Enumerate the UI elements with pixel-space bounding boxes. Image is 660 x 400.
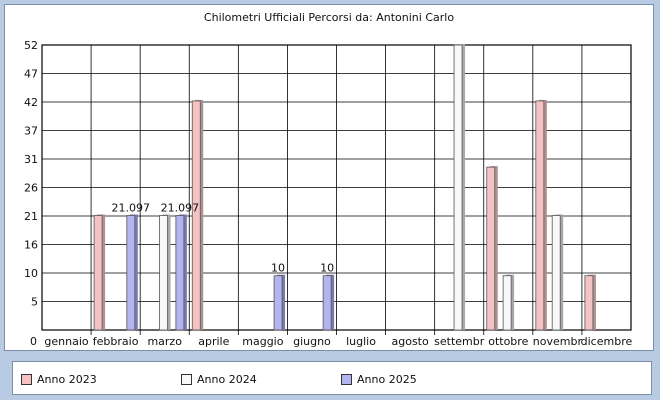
data-label: 10: [271, 262, 285, 275]
x-tick-label: marzo: [147, 335, 182, 348]
legend-item: Anno 2023: [21, 371, 97, 387]
bar: [584, 274, 596, 331]
bar-face: [93, 215, 103, 331]
x-tick-label: dicembre: [581, 335, 633, 348]
bar: [175, 214, 187, 331]
y-tick-label: 21: [24, 210, 38, 223]
y-tick-label: 5: [31, 296, 38, 309]
y-tick-label: 47: [24, 68, 38, 81]
legend: Anno 2023 Anno 2024 Anno 2025: [12, 361, 652, 395]
bar-face: [584, 275, 594, 331]
chart-title: Chilometri Ufficiali Percorsi da: Antoni…: [204, 11, 454, 24]
bar: [535, 99, 547, 331]
data-label: 10: [320, 262, 334, 275]
bar: [93, 214, 106, 331]
x-tick-label: luglio: [346, 335, 376, 348]
y-tick-label: 42: [24, 96, 38, 109]
bar-face: [502, 275, 512, 331]
y-tick-label: 0: [30, 335, 37, 348]
bar: [486, 166, 498, 331]
bar-face: [535, 100, 545, 331]
legend-label: Anno 2024: [197, 372, 257, 386]
x-tick-label: gennaio: [44, 335, 88, 348]
bar-face: [322, 275, 332, 331]
bar: [191, 99, 204, 331]
bar: [551, 214, 564, 331]
y-tick-label: 52: [24, 39, 38, 52]
bar-face: [159, 215, 168, 331]
bar: [273, 274, 286, 331]
legend-swatch: [181, 373, 192, 385]
bar-face: [273, 275, 283, 331]
bar-face: [175, 215, 185, 331]
bar: [453, 44, 466, 331]
x-tick-label: settembr: [434, 335, 485, 348]
y-tick-label: 31: [24, 153, 38, 166]
x-tick-label: febbraio: [93, 335, 139, 348]
x-tick-label: maggio: [242, 335, 283, 348]
legend-item: Anno 2025: [341, 371, 417, 387]
bar-face: [191, 100, 201, 331]
bar: [502, 274, 515, 331]
bar-face: [551, 215, 561, 331]
x-tick-label: giugno: [293, 335, 331, 348]
bar-face: [453, 44, 463, 331]
y-tick-label: 26: [24, 182, 38, 195]
legend-swatch: [341, 373, 352, 385]
bar-face: [126, 215, 136, 331]
legend-label: Anno 2025: [357, 372, 417, 386]
x-tick-label: aprile: [198, 335, 229, 348]
bar: [126, 214, 138, 331]
legend-item: Anno 2024: [181, 371, 257, 387]
x-tick-label: ottobre: [488, 335, 528, 348]
data-label: 21.097: [112, 201, 151, 214]
bar-chart: Chilometri Ufficiali Percorsi da: Antoni…: [24, 11, 633, 348]
chart-panel: Chilometri Ufficiali Percorsi da: Antoni…: [4, 4, 654, 351]
x-tick-label: novembr: [533, 335, 583, 348]
x-tick-label: agosto: [392, 335, 429, 348]
bar: [322, 274, 335, 331]
legend-label: Anno 2023: [37, 372, 97, 386]
bar: [159, 214, 171, 331]
bar-face: [486, 166, 496, 331]
legend-swatch: [21, 373, 32, 385]
y-tick-label: 16: [24, 239, 38, 252]
y-tick-label: 10: [24, 267, 38, 280]
data-label: 21.097: [161, 201, 200, 214]
y-tick-label: 37: [24, 125, 38, 138]
